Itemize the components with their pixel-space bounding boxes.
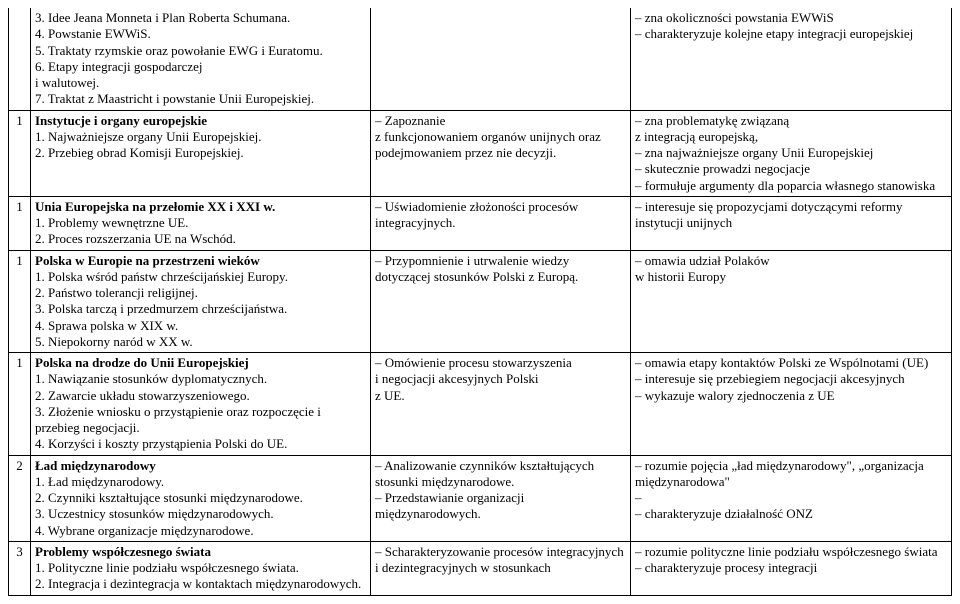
topic-cell: Polska w Europie na przestrzeni wieków1.… — [31, 250, 371, 353]
table-row: 1Polska w Europie na przestrzeni wieków1… — [9, 250, 952, 353]
topic-body: 1. Problemy wewnętrzne UE.2. Proces rozs… — [35, 215, 236, 246]
table-row: 1Polska na drodze do Unii Europejskiej1.… — [9, 353, 952, 456]
goals-cell: – Analizowanie czynników kształtujących … — [371, 455, 631, 541]
outcomes-cell: – omawia etapy kontaktów Polski ze Wspól… — [631, 353, 952, 456]
goals-cell: – Omówienie procesu stowarzyszeniai nego… — [371, 353, 631, 456]
topic-cell: Instytucje i organy europejskie1. Najważ… — [31, 110, 371, 196]
row-number — [9, 8, 31, 110]
topic-body: 1. Nawiązanie stosunków dyplomatycznych.… — [35, 371, 321, 451]
goals-cell — [371, 8, 631, 110]
topic-cell: Ład międzynarodowy1. Ład międzynarodowy.… — [31, 455, 371, 541]
table-row: 3. Idee Jeana Monneta i Plan Roberta Sch… — [9, 8, 952, 110]
topic-title: Polska w Europie na przestrzeni wieków — [35, 253, 260, 268]
table-row: 2Ład międzynarodowy1. Ład międzynarodowy… — [9, 455, 952, 541]
table-row: 3Problemy współczesnego świata1. Polityc… — [9, 541, 952, 595]
topic-cell: Unia Europejska na przełomie XX i XXI w.… — [31, 196, 371, 250]
row-number: 2 — [9, 455, 31, 541]
outcomes-cell: – rozumie polityczne linie podziału wspó… — [631, 541, 952, 595]
topic-title: Instytucje i organy europejskie — [35, 113, 207, 128]
topic-title: Unia Europejska na przełomie XX i XXI w. — [35, 199, 275, 214]
row-number: 1 — [9, 110, 31, 196]
outcomes-cell: – zna problematykę związanąz integracją … — [631, 110, 952, 196]
topic-body: 1. Ład międzynarodowy.2. Czynniki kształ… — [35, 474, 303, 538]
outcomes-cell: – omawia udział Polakóww historii Europy — [631, 250, 952, 353]
outcomes-cell: – zna okoliczności powstania EWWiS– char… — [631, 8, 952, 110]
topic-cell: Problemy współczesnego świata1. Politycz… — [31, 541, 371, 595]
topic-body: 1. Polityczne linie podziału współczesne… — [35, 560, 361, 591]
table-row: 1Instytucje i organy europejskie1. Najwa… — [9, 110, 952, 196]
topic-title: Ład międzynarodowy — [35, 458, 156, 473]
row-number: 1 — [9, 353, 31, 456]
goals-cell: – Uświadomienie złożoności procesów inte… — [371, 196, 631, 250]
topic-body: 1. Najważniejsze organy Unii Europejskie… — [35, 129, 261, 160]
row-number: 1 — [9, 196, 31, 250]
topic-title: Polska na drodze do Unii Europejskiej — [35, 355, 249, 370]
goals-cell: – Scharakteryzowanie procesów integracyj… — [371, 541, 631, 595]
topic-body: 3. Idee Jeana Monneta i Plan Roberta Sch… — [35, 10, 323, 106]
outcomes-cell: – rozumie pojęcia „ład międzynarodowy", … — [631, 455, 952, 541]
outcomes-cell: – interesuje się propozycjami dotyczącym… — [631, 196, 952, 250]
topic-body: 1. Polska wśród państw chrześcijańskiej … — [35, 269, 288, 349]
topic-cell: Polska na drodze do Unii Europejskiej1. … — [31, 353, 371, 456]
goals-cell: – Zapoznaniez funkcjonowaniem organów un… — [371, 110, 631, 196]
table-row: 1Unia Europejska na przełomie XX i XXI w… — [9, 196, 952, 250]
row-number: 1 — [9, 250, 31, 353]
goals-cell: – Przypomnienie i utrwalenie wiedzy doty… — [371, 250, 631, 353]
row-number: 3 — [9, 541, 31, 595]
topic-cell: 3. Idee Jeana Monneta i Plan Roberta Sch… — [31, 8, 371, 110]
curriculum-table: 3. Idee Jeana Monneta i Plan Roberta Sch… — [8, 8, 952, 596]
topic-title: Problemy współczesnego świata — [35, 544, 211, 559]
